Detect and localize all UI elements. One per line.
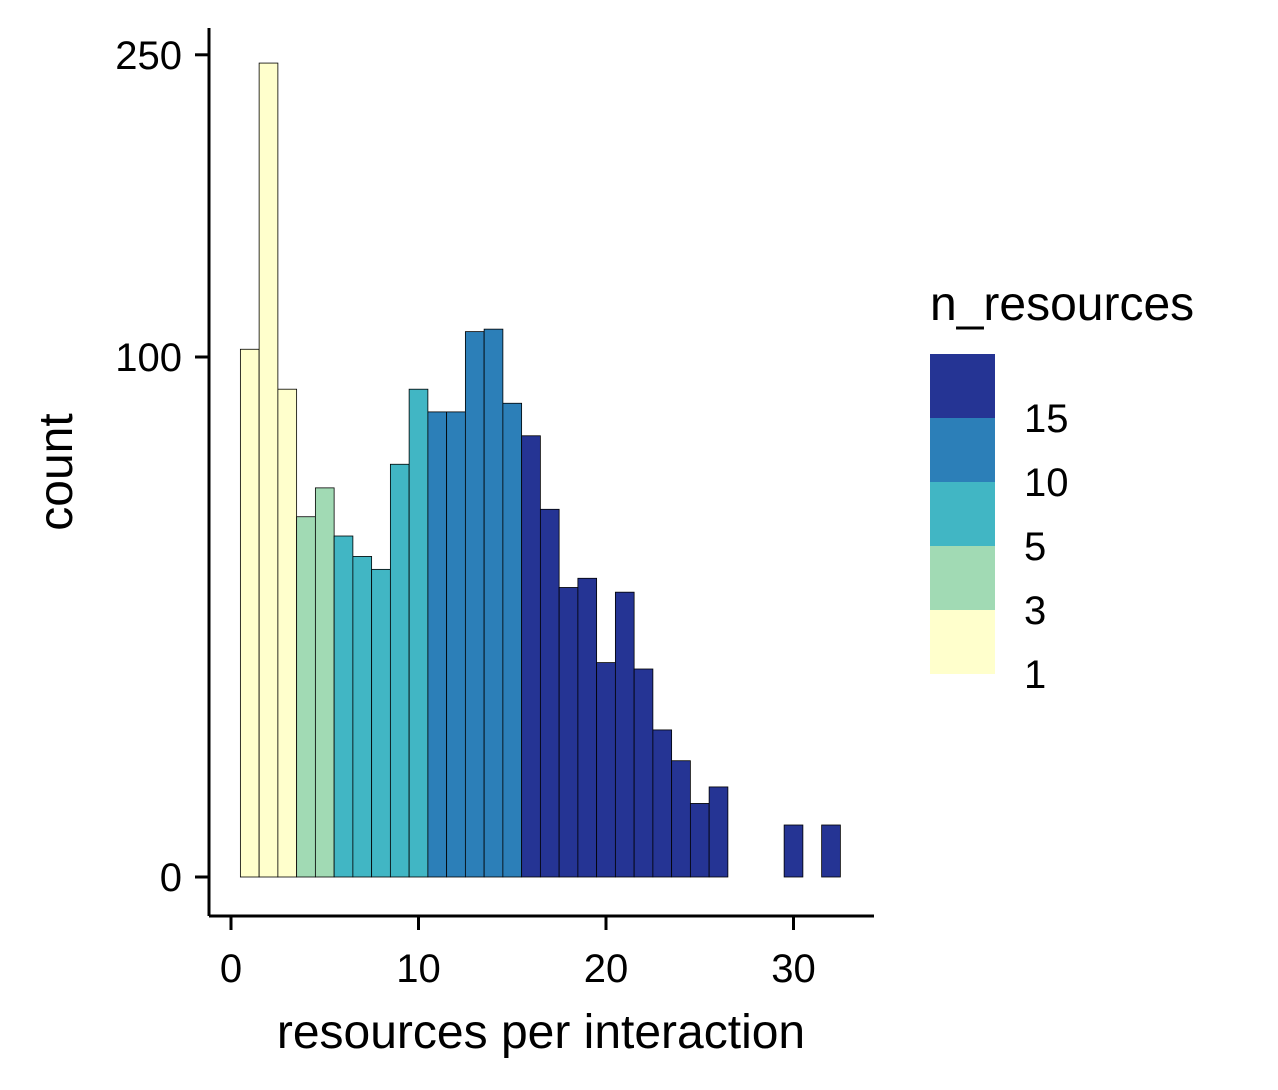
histogram-bar bbox=[352, 556, 373, 878]
axes bbox=[207, 28, 874, 918]
legend-label: 1 bbox=[1024, 653, 1046, 697]
y-axis-title: count bbox=[30, 413, 83, 530]
legend-title: n_resources bbox=[930, 278, 1194, 331]
histogram-bar bbox=[502, 402, 523, 878]
histogram-bar bbox=[389, 463, 410, 878]
legend: n_resources 15 10 5 3 1 bbox=[930, 278, 1194, 697]
histogram-bar bbox=[633, 668, 654, 878]
histogram-bar bbox=[258, 62, 279, 878]
legend-label: 15 bbox=[1024, 397, 1069, 441]
histogram-bar bbox=[314, 487, 335, 878]
histogram-bar bbox=[652, 729, 673, 878]
histogram-bar bbox=[689, 803, 710, 878]
x-tick-label: 10 bbox=[396, 947, 441, 991]
legend-key bbox=[930, 418, 995, 482]
legend-keys: 15 10 5 3 1 bbox=[930, 354, 1069, 697]
histogram-bar bbox=[446, 411, 466, 878]
legend-key bbox=[930, 354, 995, 418]
histogram-bar bbox=[239, 348, 260, 878]
y-tick-label: 0 bbox=[160, 856, 182, 900]
histogram-bar bbox=[464, 331, 485, 878]
histogram-bar bbox=[371, 568, 391, 878]
histogram-bar bbox=[614, 591, 635, 878]
legend-key bbox=[930, 482, 995, 546]
x-tick-label: 30 bbox=[771, 947, 816, 991]
y-tick-label: 250 bbox=[115, 34, 182, 78]
y-tick-label: 100 bbox=[115, 336, 182, 380]
histogram-bar bbox=[483, 328, 504, 878]
x-ticks: 0 10 20 30 bbox=[220, 916, 816, 991]
x-tick-label: 20 bbox=[584, 947, 629, 991]
histogram-bar bbox=[521, 435, 541, 878]
legend-label: 10 bbox=[1024, 461, 1069, 505]
legend-key bbox=[930, 610, 995, 674]
histogram-bar bbox=[708, 786, 729, 878]
histogram-bar bbox=[558, 587, 579, 878]
x-axis-title: resources per interaction bbox=[277, 1006, 805, 1059]
bars-layer bbox=[239, 62, 841, 878]
histogram-bar bbox=[408, 388, 429, 878]
x-tick-label: 0 bbox=[220, 947, 242, 991]
histogram-bar bbox=[296, 516, 316, 878]
histogram-bar bbox=[596, 662, 616, 878]
histogram-bar bbox=[333, 535, 354, 878]
histogram-bar bbox=[577, 577, 598, 878]
legend-label: 5 bbox=[1024, 525, 1046, 569]
y-ticks: 0 100 250 bbox=[115, 34, 209, 900]
legend-label: 3 bbox=[1024, 589, 1046, 633]
legend-key bbox=[930, 546, 995, 610]
histogram-bar bbox=[783, 824, 804, 878]
histogram-bar bbox=[821, 824, 841, 878]
histogram-bar bbox=[277, 388, 298, 878]
histogram-bar bbox=[539, 508, 560, 878]
histogram-bar bbox=[427, 411, 448, 878]
histogram-bar bbox=[671, 760, 691, 878]
